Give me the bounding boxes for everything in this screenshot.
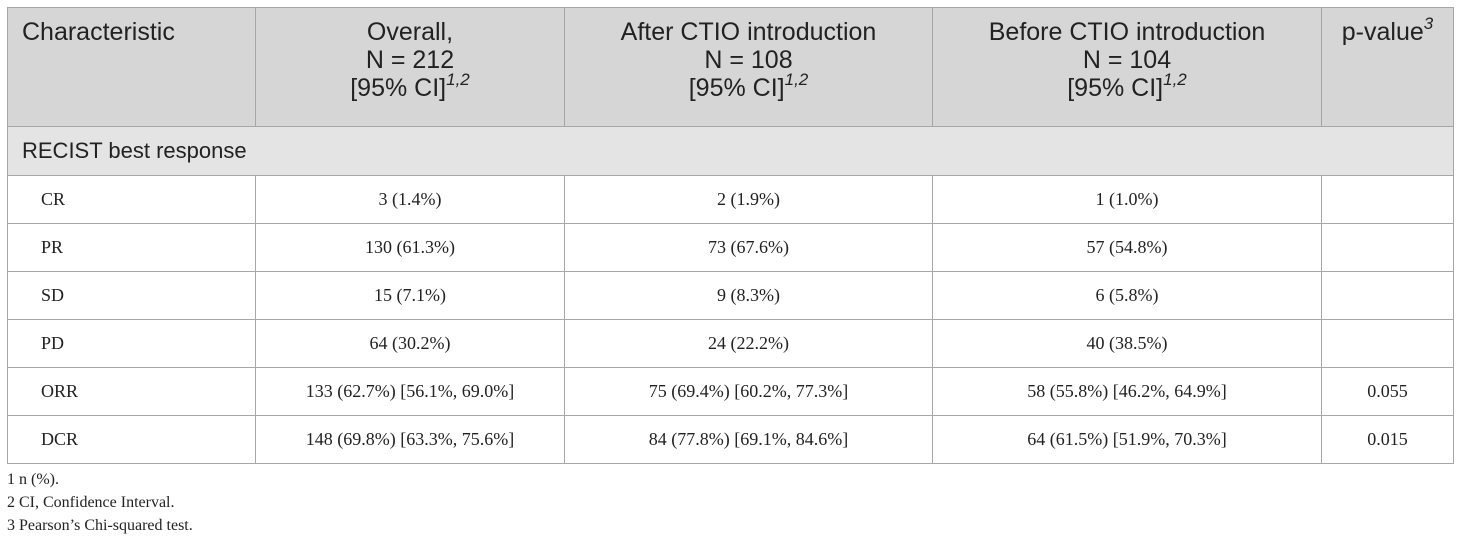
cell-p-value: 0.015 [1321,415,1454,464]
row-label: PD [7,319,256,368]
header-overall: Overall, N = 212 [95% CI]1,2 [255,7,565,127]
header-p-value: p-value3 [1321,7,1454,127]
cell-after-ctio: 73 (67.6%) [564,223,933,272]
cell-after-ctio: 24 (22.2%) [564,319,933,368]
cell-before-ctio: 6 (5.8%) [932,271,1322,320]
cell-overall: 64 (30.2%) [255,319,565,368]
cell-before-ctio: 57 (54.8%) [932,223,1322,272]
footnote: 1 n (%). [7,471,59,488]
table-row: PD 64 (30.2%) 24 (22.2%) 40 (38.5%) [7,319,1454,368]
cell-after-ctio: 75 (69.4%) [60.2%, 77.3%] [564,367,933,416]
footnote: 3 Pearson’s Chi-squared test. [7,517,193,534]
table-row: ORR 133 (62.7%) [56.1%, 69.0%] 75 (69.4%) … [7,367,1454,416]
cell-after-ctio: 2 (1.9%) [564,175,933,224]
cell-p-value [1321,223,1454,272]
cell-p-value: 0.055 [1321,367,1454,416]
cell-overall: 148 (69.8%) [63.3%, 75.6%] [255,415,565,464]
cell-after-ctio: 9 (8.3%) [564,271,933,320]
cell-before-ctio: 58 (55.8%) [46.2%, 64.9%] [932,367,1322,416]
cell-overall: 3 (1.4%) [255,175,565,224]
table-row: CR 3 (1.4%) 2 (1.9%) 1 (1.0%) [7,175,1454,224]
footnotes: 1 n (%). 2 CI, Confidence Interval. 3 Pear… [7,468,193,537]
cell-after-ctio: 84 (77.8%) [69.1%, 84.6%] [564,415,933,464]
cell-p-value [1321,175,1454,224]
header-characteristic: Characteristic [7,7,256,127]
footnote-ref: 1,2 [1163,69,1187,89]
cell-before-ctio: 1 (1.0%) [932,175,1322,224]
cell-p-value [1321,319,1454,368]
row-label: DCR [7,415,256,464]
header-before-ctio: Before CTIO introduction N = 104 [95% CI… [932,7,1322,127]
cell-before-ctio: 40 (38.5%) [932,319,1322,368]
row-label: CR [7,175,256,224]
cell-p-value [1321,271,1454,320]
cell-overall: 15 (7.1%) [255,271,565,320]
cell-before-ctio: 64 (61.5%) [51.9%, 70.3%] [932,415,1322,464]
section-label: RECIST best response [7,126,1454,176]
table-row: SD 15 (7.1%) 9 (8.3%) 6 (5.8%) [7,271,1454,320]
footnote-ref: 1,2 [784,69,809,89]
results-table-container: Characteristic Overall, N = 212 [95% CI]… [7,7,1454,464]
cell-overall: 133 (62.7%) [56.1%, 69.0%] [255,367,565,416]
table-header-row: Characteristic Overall, N = 212 [95% CI]… [7,7,1454,127]
row-label: PR [7,223,256,272]
row-label: ORR [7,367,256,416]
row-label: SD [7,271,256,320]
header-after-ctio: After CTIO introduction N = 108 [95% CI]… [564,7,933,127]
footnote-ref: 1,2 [446,69,470,89]
footnote-ref: 3 [1423,13,1434,33]
cell-overall: 130 (61.3%) [255,223,565,272]
recist-response-table: Characteristic Overall, N = 212 [95% CI]… [7,7,1454,464]
footnote: 2 CI, Confidence Interval. [7,494,175,511]
table-row: DCR 148 (69.8%) [63.3%, 75.6%] 84 (77.8%) … [7,415,1454,464]
table-row: PR 130 (61.3%) 73 (67.6%) 57 (54.8%) [7,223,1454,272]
section-row: RECIST best response [7,126,1454,176]
